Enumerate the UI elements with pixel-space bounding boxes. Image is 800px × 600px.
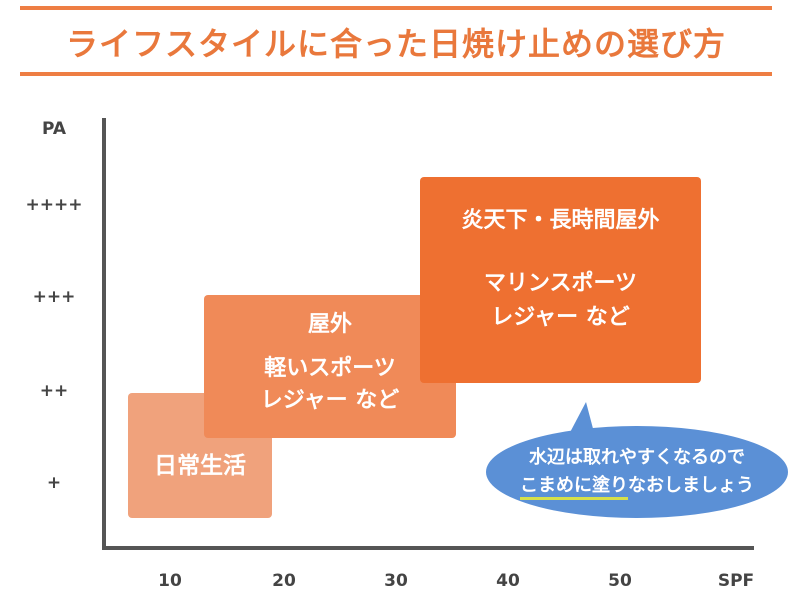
title-top-rule <box>20 6 772 10</box>
box-outdoor: 屋外 軽いスポーツ レジャー など <box>204 295 456 438</box>
y-axis-line <box>102 118 106 550</box>
callout-line-1: 水辺は取れやすくなるので <box>529 447 745 468</box>
x-tick-label: 30 <box>384 571 408 591</box>
box-daily-life-label: 日常生活 <box>154 453 246 479</box>
y-tick-label: ++ <box>39 381 69 401</box>
box-extreme-title: 炎天下・長時間屋外 <box>461 208 660 233</box>
callout-line-2: こまめに塗りなおしましょう <box>520 472 754 500</box>
x-tick-label: 10 <box>158 571 182 591</box>
box-outdoor-line: 軽いスポーツ <box>264 356 396 381</box>
box-extreme-outdoor: 炎天下・長時間屋外 マリンスポーツ レジャー など <box>420 177 701 383</box>
box-outdoor-line: レジャー など <box>260 388 400 413</box>
box-outdoor-title: 屋外 <box>307 312 352 337</box>
callout-bubble: 水辺は取れやすくなるので こまめに塗りなおしましょう <box>486 426 788 518</box>
box-extreme-line: レジャー など <box>491 305 630 330</box>
x-tick-label: 50 <box>608 571 632 591</box>
x-tick-label: 20 <box>272 571 296 591</box>
callout-line-2-rest: なおしましょう <box>628 475 754 496</box>
callout-highlight: こまめに塗り <box>520 475 628 500</box>
y-tick-label: ++++ <box>25 195 83 215</box>
x-axis-title: SPF <box>717 571 755 591</box>
y-tick-label: + <box>46 473 62 493</box>
y-tick-label: +++ <box>32 287 76 307</box>
x-axis-line <box>102 546 754 550</box>
page-title: ライフスタイルに合った日焼け止めの選び方 <box>65 25 726 63</box>
title-bottom-rule <box>20 72 772 76</box>
box-extreme-line: マリンスポーツ <box>483 271 638 296</box>
y-axis-title: PA <box>41 119 67 139</box>
x-tick-label: 40 <box>496 571 520 591</box>
